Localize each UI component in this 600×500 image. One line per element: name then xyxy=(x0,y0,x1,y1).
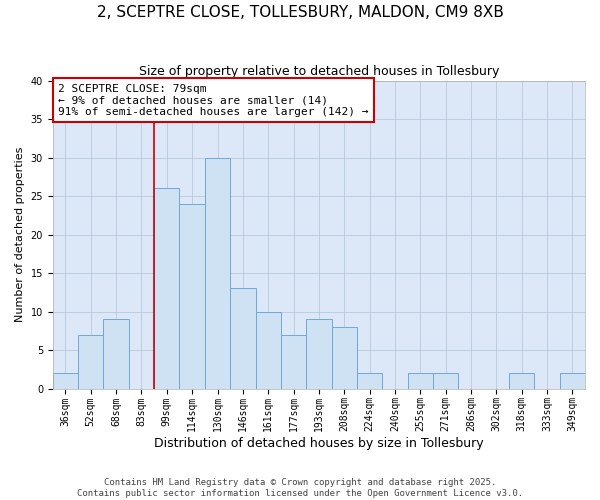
Bar xyxy=(509,373,535,388)
Bar xyxy=(357,373,382,388)
Bar xyxy=(154,188,179,388)
Bar xyxy=(256,312,281,388)
Bar xyxy=(306,320,332,388)
Bar xyxy=(205,158,230,388)
Bar xyxy=(407,373,433,388)
Bar xyxy=(179,204,205,388)
Bar xyxy=(560,373,585,388)
Text: Contains HM Land Registry data © Crown copyright and database right 2025.
Contai: Contains HM Land Registry data © Crown c… xyxy=(77,478,523,498)
Bar xyxy=(78,334,103,388)
Bar xyxy=(433,373,458,388)
Bar xyxy=(332,327,357,388)
Text: 2 SCEPTRE CLOSE: 79sqm
← 9% of detached houses are smaller (14)
91% of semi-deta: 2 SCEPTRE CLOSE: 79sqm ← 9% of detached … xyxy=(58,84,368,117)
Text: 2, SCEPTRE CLOSE, TOLLESBURY, MALDON, CM9 8XB: 2, SCEPTRE CLOSE, TOLLESBURY, MALDON, CM… xyxy=(97,5,503,20)
Bar xyxy=(103,320,129,388)
Y-axis label: Number of detached properties: Number of detached properties xyxy=(15,147,25,322)
Bar xyxy=(230,288,256,388)
Title: Size of property relative to detached houses in Tollesbury: Size of property relative to detached ho… xyxy=(139,65,499,78)
Bar xyxy=(281,334,306,388)
Bar xyxy=(53,373,78,388)
X-axis label: Distribution of detached houses by size in Tollesbury: Distribution of detached houses by size … xyxy=(154,437,484,450)
